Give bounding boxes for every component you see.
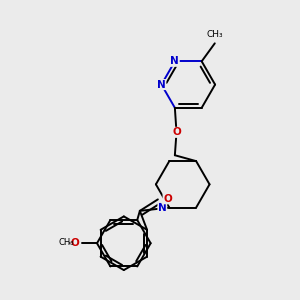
Text: N: N xyxy=(158,202,167,213)
Text: CH₃: CH₃ xyxy=(206,30,223,39)
Text: O: O xyxy=(172,127,181,137)
Text: O: O xyxy=(163,194,172,204)
Text: O: O xyxy=(71,238,80,248)
Text: N: N xyxy=(170,56,179,66)
Text: N: N xyxy=(157,80,166,90)
Text: CH₃: CH₃ xyxy=(58,238,74,247)
